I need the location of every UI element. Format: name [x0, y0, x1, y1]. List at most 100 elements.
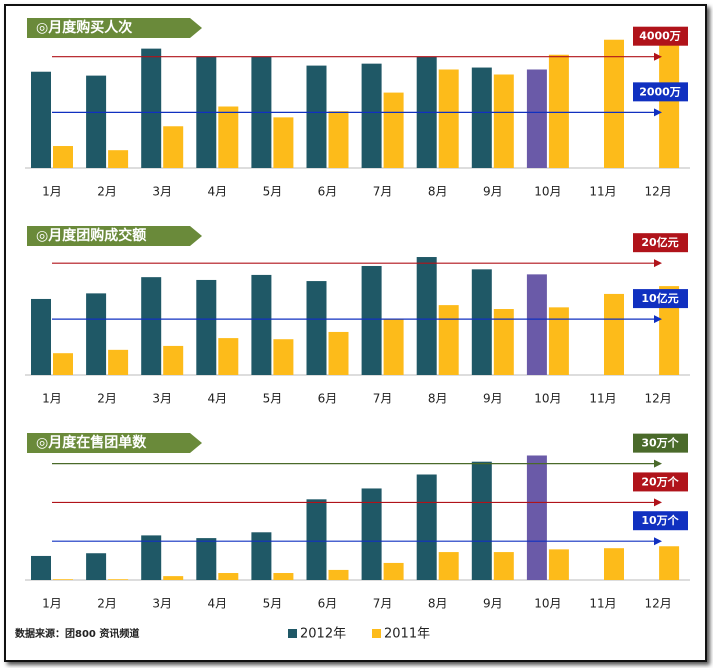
bar — [31, 298, 51, 375]
reference-arrow — [654, 52, 662, 61]
x-tick-label: 12月 — [644, 185, 671, 199]
x-tick-label: 5月 — [263, 392, 283, 406]
bar — [361, 488, 382, 580]
x-tick-label: 8月 — [428, 597, 448, 611]
tick-box — [633, 233, 688, 253]
x-tick-label: 7月 — [373, 597, 393, 611]
bar — [493, 74, 514, 168]
reference-arrow — [654, 259, 662, 268]
bar — [526, 455, 547, 580]
bar — [86, 553, 107, 580]
bar — [53, 353, 73, 375]
reference-arrow — [654, 498, 662, 507]
legend-label: 2011年 — [384, 627, 430, 642]
bar — [141, 48, 162, 169]
bar — [604, 39, 624, 168]
title-banner — [27, 18, 202, 38]
x-tick-label: 11月 — [589, 597, 616, 611]
chart-title: ◎月度购买人次 — [36, 19, 132, 36]
x-tick-label: 4月 — [207, 185, 227, 199]
bar — [416, 474, 437, 580]
bar — [328, 569, 349, 580]
tick-label: 10万个 — [641, 513, 679, 527]
bar — [163, 126, 184, 168]
tick-label: 20万个 — [641, 474, 679, 488]
bar — [328, 331, 349, 375]
x-tick-label: 7月 — [373, 185, 393, 199]
bar — [526, 69, 547, 168]
bar — [108, 150, 129, 168]
reference-arrow — [654, 537, 662, 546]
bar — [604, 293, 624, 375]
bar — [31, 555, 51, 580]
x-tick-label: 5月 — [263, 185, 283, 199]
x-tick-label: 12月 — [644, 392, 671, 406]
tick-label: 10亿元 — [641, 291, 678, 305]
bar — [251, 532, 272, 580]
x-tick-label: 9月 — [483, 597, 503, 611]
x-tick-label: 3月 — [152, 597, 172, 611]
title-banner — [27, 433, 202, 453]
reference-arrow — [654, 459, 662, 468]
bar — [361, 63, 382, 168]
bar — [141, 277, 162, 375]
bar — [383, 319, 404, 375]
bar — [438, 69, 459, 168]
x-tick-label: 10月 — [534, 597, 561, 611]
bar — [306, 499, 327, 580]
bar — [163, 345, 184, 375]
bar — [218, 338, 239, 375]
tick-label: 4000万 — [639, 30, 681, 43]
bar — [163, 576, 184, 580]
bar — [471, 67, 492, 168]
x-tick-label: 2月 — [97, 185, 117, 199]
bar — [659, 42, 680, 168]
bar — [493, 309, 514, 375]
bar — [218, 106, 239, 168]
bar — [416, 257, 437, 375]
tick-box — [633, 511, 688, 531]
x-tick-label: 2月 — [97, 597, 117, 611]
tick-box — [633, 26, 688, 46]
tick-box — [633, 82, 688, 102]
bar — [306, 281, 327, 375]
x-tick-label: 1月 — [42, 392, 62, 406]
x-tick-label: 11月 — [589, 185, 616, 199]
bar — [86, 293, 107, 375]
bar — [526, 274, 547, 375]
bar — [604, 548, 624, 580]
tick-box — [633, 472, 688, 492]
bar — [108, 579, 129, 580]
bar — [493, 552, 514, 580]
bar — [548, 307, 569, 375]
source: 数据来源：团800 资讯频道 — [15, 627, 139, 640]
x-tick-label: 7月 — [373, 392, 393, 406]
title-banner — [27, 226, 202, 246]
chart-title: ◎月度在售团单数 — [36, 434, 147, 451]
legend-swatch — [288, 629, 297, 638]
x-tick-label: 3月 — [152, 185, 172, 199]
bar — [438, 305, 459, 375]
x-tick-label: 8月 — [428, 392, 448, 406]
bar — [196, 538, 217, 580]
bar — [659, 546, 680, 580]
x-tick-label: 5月 — [263, 597, 283, 611]
bar — [659, 286, 680, 375]
chart-title: ◎月度团购成交额 — [36, 227, 146, 244]
x-tick-label: 6月 — [318, 392, 338, 406]
bar — [328, 111, 349, 168]
x-tick-label: 6月 — [318, 185, 338, 199]
x-tick-label: 1月 — [42, 597, 62, 611]
x-tick-label: 2月 — [97, 392, 117, 406]
tick-label: 2000万 — [639, 85, 681, 98]
bar — [548, 54, 569, 168]
frame — [4, 4, 707, 662]
bar — [471, 269, 492, 375]
bar — [108, 349, 129, 375]
x-tick-label: 6月 — [318, 597, 338, 611]
bar — [273, 573, 294, 580]
bar — [53, 146, 73, 168]
bar — [86, 75, 107, 168]
tick-label: 20亿元 — [641, 235, 678, 249]
